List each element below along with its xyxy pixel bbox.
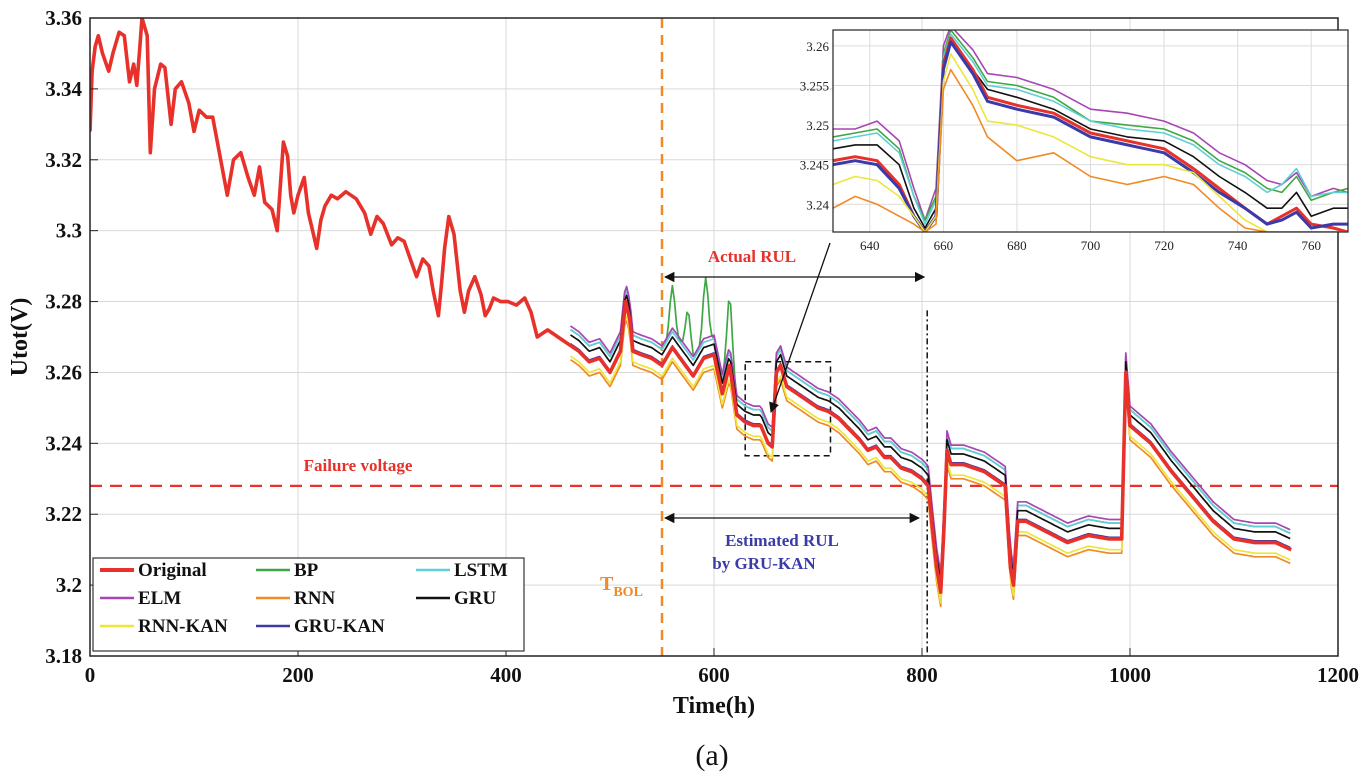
actual-rul-label: Actual RUL [708,247,796,266]
x-tick-label: 1200 [1317,663,1359,687]
y-tick-label: 3.28 [45,290,82,314]
y-tick-label: 3.34 [45,77,82,101]
legend-label-original: Original [138,560,207,581]
inset-y-tick-label: 3.255 [800,78,829,93]
legend-label-rnn: RNN [294,588,335,609]
series-line-elm [570,285,1291,574]
y-tick-label: 3.24 [45,431,82,455]
y-tick-label: 3.22 [45,502,82,526]
x-axis-title: Time(h) [673,693,755,719]
inset-series-line-rnn [833,68,1348,232]
failure-voltage-label: Failure voltage [304,456,413,475]
inset-y-tick-label: 3.26 [806,39,829,54]
x-tick-label: 200 [282,663,314,687]
zoom-connector-line [769,242,831,413]
inset-x-tick-label: 700 [1081,238,1101,253]
inset-x-tick-label: 720 [1154,238,1174,253]
inset-series-line-gru [833,37,1348,229]
tbol-label-main: T [600,573,614,595]
x-tick-label: 800 [906,663,938,687]
y-tick-label: 3.32 [45,148,82,172]
inset-chart: 640 660 680 700 720 740 760 3.24 3.245 3.25 3.255 3… [800,29,1349,253]
estimated-rul-label-line2: by GRU-KAN [712,554,816,573]
rul-annotations [663,271,926,524]
estimated-rul-label-line1: Estimated RUL [725,531,839,550]
inset-y-tick-label: 3.24 [806,197,829,212]
inset-frame [832,29,1349,233]
figure-caption: (a) [695,739,728,772]
x-tick-label: 1000 [1109,663,1151,687]
inset-x-tick-label: 660 [934,238,954,253]
series-layer [90,18,1292,608]
legend-label-gru-kan: GRU-KAN [294,616,385,637]
legend-label-rnn-kan: RNN-KAN [138,616,228,637]
inset-series-line-lstm [833,33,1348,225]
tbol-label-sub: BOL [613,585,643,600]
x-tick-label: 400 [490,663,522,687]
x-tick-label: 0 [85,663,96,687]
y-tick-label: 3.18 [45,644,82,668]
legend-label-lstm: LSTM [454,560,508,581]
axis-ticks: 0 200 400 600 800 1000 1200 3.18 3.2 3.22 3.24 3.26… [45,6,1359,687]
legend-label-bp: BP [294,560,319,581]
inset-y-tick-label: 3.245 [800,158,829,173]
legend: Original BP LSTM ELM RNN GRU RNN-KAN GRU-KAN [92,557,525,652]
inset-ticks: 640 660 680 700 720 740 760 3.24 3.245 3.25 3.255 3… [800,39,1321,253]
inset-series-line-rnn-kan [833,53,1348,232]
y-tick-label: 3.2 [56,573,82,597]
y-tick-label: 3.26 [45,360,82,384]
legend-label-gru: GRU [454,588,497,609]
inset-x-tick-label: 640 [860,238,880,253]
inset-y-tick-label: 3.25 [806,118,829,133]
series-line-original [90,18,1292,594]
inset-x-tick-label: 680 [1007,238,1027,253]
tbol-label: TBOL [600,573,643,600]
y-tick-label: 3.36 [45,6,82,30]
y-axis-title: Utot(V) [7,298,33,377]
legend-box [92,557,525,652]
inset-x-tick-label: 760 [1301,238,1321,253]
inset-x-tick-label: 740 [1228,238,1248,253]
legend-label-elm: ELM [138,588,181,609]
x-tick-label: 600 [698,663,730,687]
inset-series-layer [833,30,1348,232]
y-tick-label: 3.3 [56,219,82,243]
